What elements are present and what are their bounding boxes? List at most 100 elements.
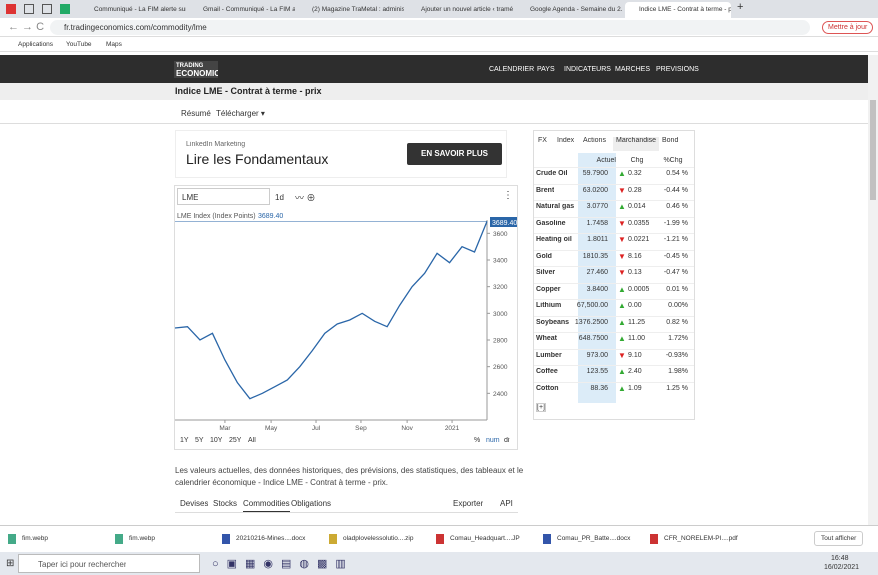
interval[interactable]: 1d: [275, 193, 284, 202]
bookmark[interactable]: Applications: [18, 41, 54, 48]
actual-value: 63.0200: [582, 186, 608, 194]
nav-link[interactable]: CALENDRIER: [489, 66, 535, 73]
download-file[interactable]: fim.webp: [129, 535, 156, 542]
bottom-action[interactable]: Exporter: [453, 499, 484, 508]
table-tab[interactable]: Marchandise: [613, 137, 660, 151]
commodity-name[interactable]: Heating oil: [536, 236, 572, 243]
taskbar-search[interactable]: [18, 554, 200, 573]
browser-tab[interactable]: Indice LME - Contrat à terme - p: [625, 2, 731, 18]
table-tab[interactable]: Actions: [583, 137, 606, 144]
commodity-name[interactable]: Gasoline: [536, 219, 566, 227]
commodity-name[interactable]: Gold: [536, 252, 552, 260]
clock-date: 16/02/2021: [824, 564, 860, 571]
expand-link[interactable]: [+]: [536, 403, 546, 412]
commodity-name[interactable]: Crude Oil: [536, 170, 568, 177]
change-arrow: ▼: [618, 218, 626, 228]
chart-type-icon[interactable]: 〰 ⊕: [295, 193, 316, 203]
logo-text: ECONOMICS: [176, 69, 218, 78]
url-field[interactable]: [50, 20, 810, 35]
search-field[interactable]: [177, 188, 270, 205]
nav-arrows[interactable]: ← → C: [8, 21, 45, 33]
nav-link[interactable]: MARCHÉS: [615, 66, 651, 73]
ad[interactable]: LinkedIn Marketing Lire les Fondamentaux…: [175, 130, 507, 178]
column-header: Actuel: [596, 157, 616, 164]
download-file[interactable]: CFR_NORELEM-PI....pdf: [664, 535, 738, 542]
nav-link[interactable]: PAYS: [537, 66, 555, 73]
download-file[interactable]: fim.webp: [22, 535, 49, 542]
percent-change: 1.25 %: [666, 384, 688, 392]
row-line: [534, 266, 694, 267]
new-tab[interactable]: +: [737, 1, 744, 13]
mode-button[interactable]: num: [486, 437, 500, 444]
percent-change: 0.54 %: [666, 170, 688, 177]
scroll-thumb[interactable]: [870, 100, 876, 200]
commodity-name[interactable]: Cotton: [536, 384, 559, 392]
search-text[interactable]: LME: [182, 193, 199, 202]
range-button[interactable]: All: [248, 437, 256, 444]
browser-tab[interactable]: Ajouter un nouvel article ‹ tramé: [421, 6, 513, 13]
subnav-link[interactable]: Résumé: [181, 109, 211, 118]
bottom-tab[interactable]: Commodities: [243, 499, 290, 512]
download-file[interactable]: oladplovelessolutio....zip: [343, 535, 414, 542]
mode-button[interactable]: dif: [504, 437, 510, 444]
change-arrow: ▲: [618, 202, 626, 211]
ad-sponsor: LinkedIn Marketing: [186, 141, 246, 148]
show-all[interactable]: Tout afficher: [814, 531, 864, 546]
bookmark[interactable]: YouTube: [66, 41, 92, 48]
browser-tab[interactable]: Communiqué - La FIM alerte sur: [94, 6, 186, 13]
actual-value: 123.55: [586, 368, 608, 375]
browser-tab[interactable]: (2) Magazine TraMetal : adminis: [312, 6, 404, 13]
percent-change: -1.99 %: [663, 219, 688, 227]
app-icon: [6, 4, 16, 14]
browser-tab[interactable]: Gmail - Communiqué - La FIM a: [203, 6, 295, 13]
range-button[interactable]: 1Y: [180, 437, 189, 444]
change-value: 0.0221: [628, 236, 650, 243]
change-value: 11.00: [628, 335, 645, 342]
taskbar-apps[interactable]: ○▣▦◉▤◍▩▥: [212, 558, 354, 570]
commodity-name[interactable]: Lumber: [536, 351, 562, 359]
mode-button[interactable]: %: [474, 437, 481, 444]
browser-tab[interactable]: Google Agenda - Semaine du 2...: [530, 6, 622, 13]
range-button[interactable]: 25Y: [229, 437, 242, 444]
commodity-name[interactable]: Wheat: [536, 335, 557, 342]
start-button[interactable]: ⊞: [6, 558, 15, 569]
row-line: [534, 167, 694, 168]
app-icon: [24, 4, 34, 14]
commodity-name[interactable]: Copper: [536, 285, 561, 293]
scrollbar[interactable]: [868, 55, 878, 525]
table-tab[interactable]: FX: [538, 137, 547, 144]
logo[interactable]: TRADINGECONOMICS: [174, 61, 218, 78]
commodity-name[interactable]: Silver: [536, 269, 556, 276]
bottom-tab[interactable]: Obligations: [291, 499, 332, 508]
x-tick-label: Mar: [219, 425, 231, 432]
bottom-tab[interactable]: Stocks: [213, 499, 238, 508]
commodity-name[interactable]: Lithium: [536, 302, 562, 309]
range-button[interactable]: 5Y: [195, 437, 204, 444]
chart-legend: LME Index (Index Points): [177, 213, 256, 220]
taskbar-search-text[interactable]: Taper ici pour rechercher: [38, 560, 127, 569]
nav-link[interactable]: PRÉVISIONS: [656, 66, 699, 73]
menu-icon[interactable]: ⋮: [503, 190, 513, 201]
download-file[interactable]: Comau_Headquart....JP: [450, 535, 520, 542]
ad-button[interactable]: EN SAVOIR PLUS: [407, 143, 502, 165]
bookmark[interactable]: Maps: [106, 41, 122, 48]
commodity-name[interactable]: Natural gas: [536, 203, 575, 210]
bottom-action[interactable]: API: [500, 499, 513, 508]
commodity-name[interactable]: Soybeans: [536, 318, 570, 326]
change-value: 0.0005: [628, 285, 650, 293]
commodity-name[interactable]: Coffee: [536, 368, 558, 375]
subnav-link[interactable]: Télécharger ▾: [216, 109, 265, 118]
bottom-tab[interactable]: Devises: [180, 499, 209, 508]
update-button[interactable]: Mettre à jour: [822, 21, 874, 34]
change-value: 0.32: [628, 170, 642, 177]
range-button[interactable]: 10Y: [210, 437, 223, 444]
download-file[interactable]: 20210216-Mines....docx: [236, 535, 306, 542]
nav-link[interactable]: INDICATEURS: [564, 66, 611, 73]
row-line: [534, 299, 694, 300]
table-tab[interactable]: Index: [557, 137, 575, 144]
table-tab[interactable]: Bond: [662, 137, 679, 144]
commodity-name[interactable]: Brent: [536, 186, 555, 194]
url[interactable]: fr.tradingeconomics.com/commodity/lme: [64, 23, 207, 32]
percent-change: 1.72%: [668, 335, 688, 342]
download-file[interactable]: Comau_PR_Batte....docx: [557, 535, 631, 542]
